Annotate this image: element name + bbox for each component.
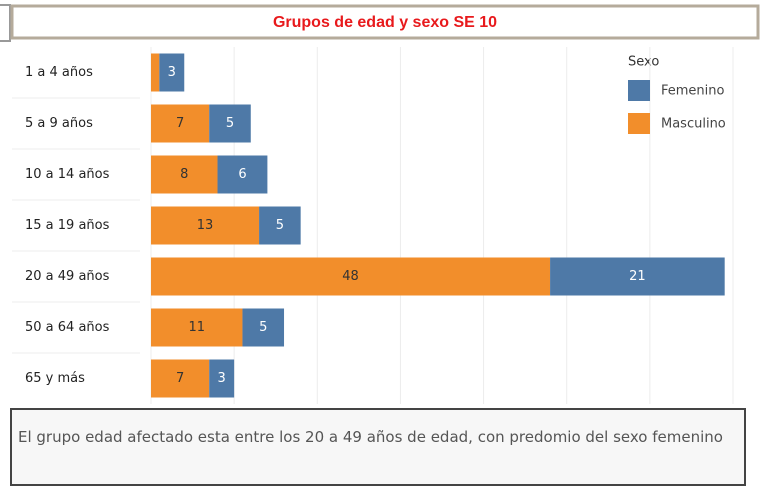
chart: Grupos de edad y sexo SE 10 Sexo 1 a 4 a…	[0, 4, 760, 404]
data-label: 21	[629, 269, 646, 284]
bar-segment	[151, 206, 260, 245]
bar-segment	[159, 53, 185, 92]
data-label: 3	[218, 371, 226, 386]
bar-segment	[259, 206, 301, 245]
bar-segment	[209, 359, 235, 398]
y-tick-label: 5 a 9 años	[25, 116, 93, 131]
y-tick-label: 50 a 64 años	[25, 320, 110, 335]
side-panel	[0, 4, 11, 42]
y-tick-label: 15 a 19 años	[25, 218, 110, 233]
bar-segment	[217, 155, 268, 194]
note: El grupo edad afectado esta entre los 20…	[10, 408, 746, 486]
bar-segment	[209, 104, 251, 143]
legend-title: Sexo	[628, 55, 659, 70]
data-label: 6	[238, 167, 246, 182]
bar-segment	[151, 155, 218, 194]
bar-segment	[242, 308, 285, 347]
data-label: 5	[259, 320, 267, 335]
title-box	[10, 4, 760, 40]
data-label: 7	[176, 371, 184, 386]
y-tick-label: 65 y más	[25, 371, 85, 386]
chart-title: Grupos de edad y sexo SE 10	[273, 14, 497, 31]
data-label: 5	[276, 218, 284, 233]
y-tick-label: 1 a 4 años	[25, 65, 93, 80]
legend-label: Femenino	[661, 84, 725, 99]
legend-label: Masculino	[661, 117, 726, 132]
data-label: 3	[168, 65, 176, 80]
legend-swatch	[628, 80, 650, 101]
data-label: 11	[188, 320, 205, 335]
bar-segment	[151, 257, 551, 296]
data-label: 48	[342, 269, 359, 284]
bar-segment	[151, 359, 210, 398]
bar-segment	[151, 308, 243, 347]
bar-segment	[151, 104, 210, 143]
bar-segment	[550, 257, 725, 296]
data-label: 8	[180, 167, 188, 182]
bar-segment	[151, 53, 160, 92]
data-label: 7	[176, 116, 184, 131]
data-label: 5	[226, 116, 234, 131]
data-label: 13	[197, 218, 214, 233]
y-tick-label: 20 a 49 años	[25, 269, 110, 284]
y-tick-label: 10 a 14 años	[25, 167, 110, 182]
legend-swatch	[628, 113, 650, 134]
